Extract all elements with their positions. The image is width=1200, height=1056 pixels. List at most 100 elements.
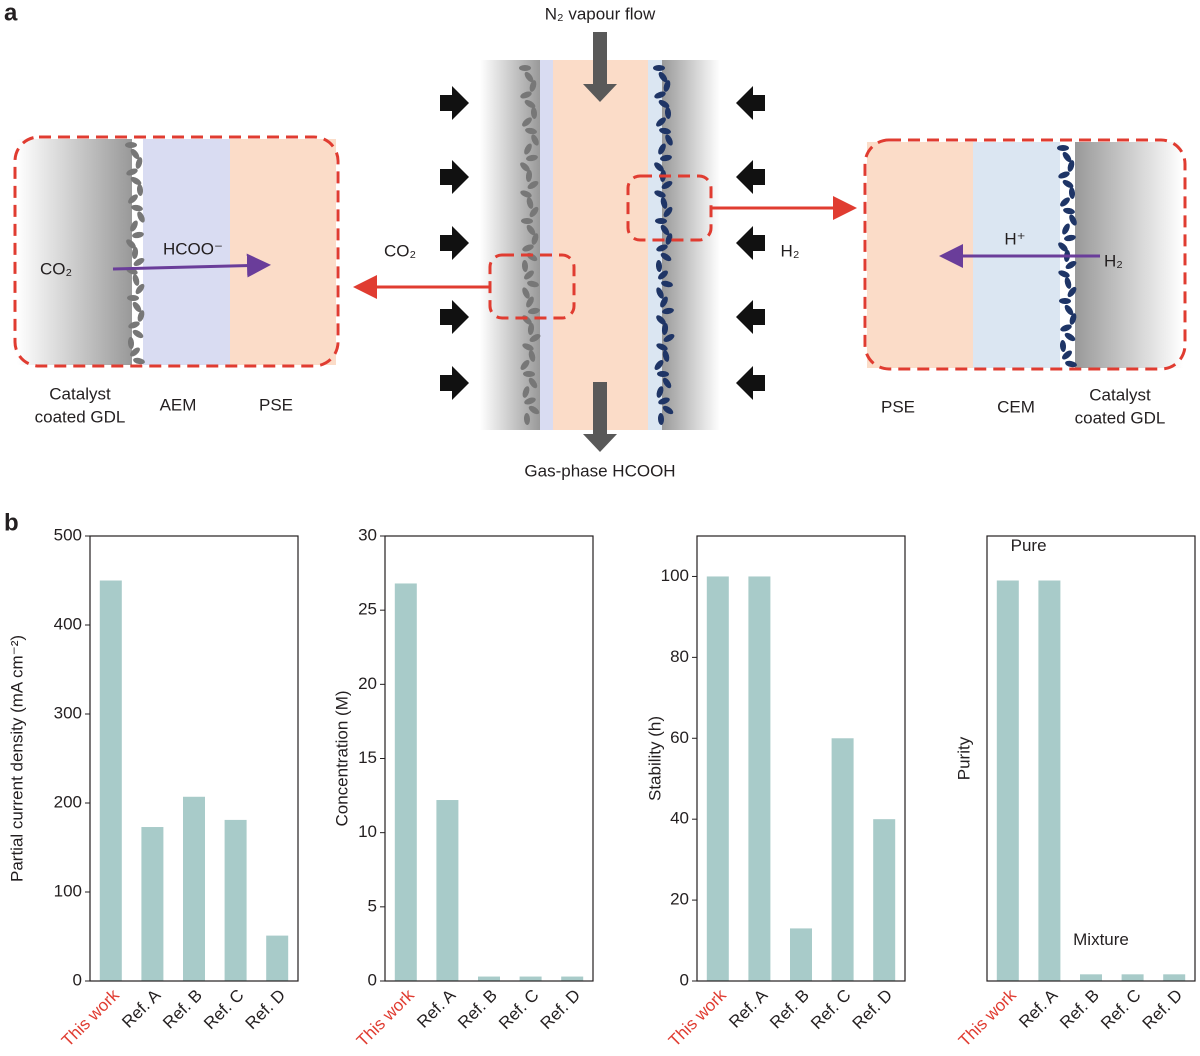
particle [657, 370, 669, 378]
particle [1059, 340, 1067, 352]
x-tick-label: Ref. D [1139, 986, 1187, 1034]
particle [660, 197, 668, 209]
particle [128, 194, 138, 204]
particle [526, 154, 538, 162]
particle [656, 287, 664, 299]
inset-frame [13, 135, 340, 368]
layer-label: AEM [160, 395, 197, 414]
panel-label: a [4, 0, 18, 26]
particle [656, 117, 666, 127]
aem-layer [540, 60, 553, 430]
bar [224, 819, 247, 981]
bar [790, 928, 812, 981]
y-tick-label: 0 [73, 970, 82, 989]
particle [1060, 324, 1072, 332]
particle [522, 343, 534, 351]
plot-frame [696, 535, 906, 982]
particle [1062, 350, 1072, 360]
particle [132, 329, 144, 339]
particle [528, 377, 538, 389]
particle [133, 357, 145, 365]
catalyst-particles [125, 142, 145, 365]
gas-arrow [736, 226, 765, 260]
particle [654, 359, 664, 371]
particle [661, 280, 673, 288]
particle [131, 204, 143, 212]
particle [137, 211, 145, 223]
particle [1057, 145, 1069, 151]
layer-label: Catalyst [49, 384, 111, 403]
particle [662, 307, 674, 315]
particle [130, 220, 138, 232]
particle [1064, 332, 1076, 342]
x-tick-label: Ref. C [495, 986, 543, 1034]
y-tick-label: 200 [54, 792, 82, 811]
particle [531, 233, 539, 245]
particle [128, 321, 140, 329]
bar [748, 576, 771, 981]
particle [663, 206, 673, 218]
x-tick-label: Ref. A [118, 985, 165, 1032]
particle [660, 296, 668, 308]
x-tick-label: Ref. D [849, 986, 897, 1034]
particle [529, 80, 537, 92]
particle [1064, 234, 1076, 242]
y-tick-label: 400 [54, 614, 82, 633]
particle [135, 157, 143, 169]
particle [127, 294, 139, 302]
particle [655, 260, 663, 272]
particle [662, 405, 674, 415]
particle [1065, 360, 1077, 368]
particle [1060, 197, 1070, 207]
particle [1069, 214, 1077, 226]
layer-label: Catalyst [1089, 385, 1151, 404]
y-tick-label: 15 [358, 748, 377, 767]
particle [654, 190, 666, 198]
particle [519, 65, 531, 71]
plot-frame [986, 535, 1196, 982]
y-tick-label: 10 [358, 822, 377, 841]
pse-layer [230, 139, 336, 365]
y-tick-label: 0 [680, 970, 689, 989]
y-tick-label: 100 [54, 881, 82, 900]
cell: N₂ vapour flow Gas-phase HCOOH CO₂ H₂ [353, 4, 857, 480]
particle [527, 180, 539, 190]
particle [530, 107, 538, 119]
particle [656, 386, 664, 398]
bar [478, 976, 500, 981]
left-inset: CO₂ HCOO⁻ Catalyst coated GDL AEM PSE [13, 135, 340, 426]
y-tick-label: 5 [368, 896, 377, 915]
y-axis-label: Partial current density (mA cm⁻²) [7, 635, 26, 882]
particle [1067, 286, 1077, 298]
particle [520, 91, 532, 99]
particle [522, 117, 532, 127]
bar [831, 738, 854, 981]
flow-arrow [583, 382, 617, 452]
y-tick-label: 60 [670, 728, 689, 747]
particle [1069, 313, 1077, 325]
particle [659, 127, 671, 135]
catalyst-particles [1057, 145, 1077, 368]
y-tick-label: 40 [670, 809, 689, 828]
y-tick-label: 300 [54, 703, 82, 722]
particle [663, 80, 671, 92]
particle [131, 247, 139, 259]
particle [660, 154, 672, 162]
x-tick-label: Ref. B [159, 986, 206, 1033]
particle [654, 91, 666, 99]
particle [132, 301, 142, 313]
particle [663, 334, 675, 342]
bar [183, 796, 205, 981]
particle [1062, 151, 1072, 163]
particle [136, 184, 144, 196]
particle [525, 127, 537, 135]
bar [266, 935, 289, 981]
reactant-label: H₂ [1104, 251, 1123, 270]
particle [1065, 260, 1077, 270]
aem-layer [143, 139, 230, 365]
bar [1080, 974, 1102, 981]
y-tick-label: 80 [670, 647, 689, 666]
y-axis-label: Stability (h) [645, 716, 664, 801]
y-tick-label: 20 [358, 674, 377, 693]
x-tick-label: Ref. C [807, 986, 855, 1034]
